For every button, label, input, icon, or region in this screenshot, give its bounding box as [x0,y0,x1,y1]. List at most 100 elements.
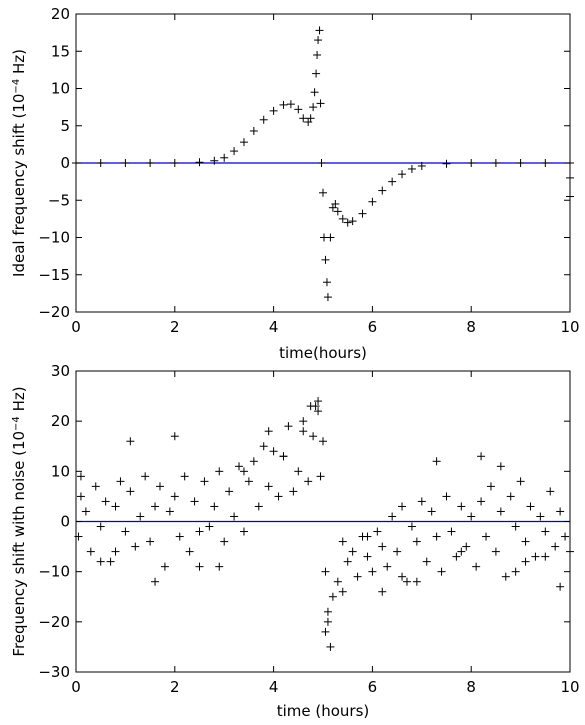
top-data-point [96,159,105,167]
bottom-data-point [294,467,303,476]
top-data-point [358,209,367,218]
bottom-data-point [467,512,476,521]
top-data-point [294,105,303,114]
bottom-data-point [121,527,130,536]
bottom-data-point [76,472,85,481]
bottom-data-point [141,472,150,481]
top-x-axis-label: time(hours) [279,344,367,362]
bottom-data-point [511,567,520,576]
bottom-data-point [526,502,535,511]
bottom-data-point [269,447,278,456]
bottom-data-point [417,497,426,506]
bottom-x-tick-label: 8 [466,678,476,696]
bottom-data-point [151,502,160,511]
bottom-data-point [412,537,421,546]
bottom-data-point [215,562,224,571]
bottom-data-point [457,547,466,556]
bottom-data-point [106,557,115,566]
bottom-data-point [556,582,565,591]
top-data-point [286,100,295,109]
bottom-data-point [180,472,189,481]
bottom-data-point [126,437,135,446]
bottom-data-point [338,587,347,596]
bottom-data-point [111,502,120,511]
bottom-data-point [225,487,234,496]
bottom-data-point [190,497,199,506]
bottom-data-point [151,577,160,586]
bottom-data-point [368,567,377,576]
bottom-y-axis-label: Frequency shift with noise (10−4 Hz) [10,386,28,656]
top-data-point [299,114,308,123]
top-data-point [259,115,268,124]
top-data-point [121,159,130,167]
bottom-data-point [175,532,184,541]
bottom-data-point [314,407,323,416]
bottom-data-point [309,432,318,441]
bottom-data-point [422,557,431,566]
bottom-data-point [482,532,491,541]
bottom-data-point [316,472,325,481]
bottom-data-point [239,527,248,536]
bottom-data-point [402,577,411,586]
top-data-point [516,159,525,167]
bottom-data-point [289,487,298,496]
bottom-data-point [239,467,248,476]
bottom-data-point [304,477,313,486]
top-data-point [306,114,315,123]
top-data-point [326,233,335,242]
top-x-tick-label: 4 [269,318,279,336]
top-x-tick-label: 8 [466,318,476,336]
bottom-data-point [477,497,486,506]
bottom-data-point [254,502,263,511]
top-data-point [313,50,322,59]
bottom-data-point [506,492,515,501]
top-data-point [348,217,357,226]
bottom-data-point [462,542,471,551]
bottom-data-point [561,532,570,541]
bottom-data-point [326,642,335,651]
top-data-point [310,88,319,97]
bottom-data-point [230,512,239,521]
bottom-data-point [170,432,179,441]
bottom-y-tick-label: 0 [60,513,70,531]
bottom-data-point [378,542,387,551]
top-data-point [398,170,407,179]
top-data-point [315,26,324,35]
bottom-data-point [76,492,85,501]
bottom-data-point [200,477,209,486]
bottom-data-point [264,482,273,491]
top-data-point [239,138,248,147]
top-x-tick-label: 0 [71,318,81,336]
bottom-data-point [343,557,352,566]
top-data-point [319,188,327,197]
top-data-point [491,159,500,167]
bottom-data-point [383,562,392,571]
bottom-data-point [373,527,382,536]
top-data-point [170,159,179,167]
top-y-tick-label: 10 [51,80,70,98]
top-series-markers [72,26,574,302]
bottom-data-point [491,547,500,556]
bottom-data-point [131,542,140,551]
bottom-data-point [146,537,155,546]
bottom-data-point [388,512,397,521]
bottom-data-point [407,522,416,531]
bottom-data-point [501,572,510,581]
top-data-point [388,177,397,186]
top-x-tick-label: 2 [170,318,180,336]
bottom-series-markers [74,397,574,651]
bottom-data-point [235,462,244,471]
bottom-data-point [353,572,362,581]
bottom-data-point [486,482,495,491]
bottom-data-point [551,542,560,551]
bottom-data-point [338,537,347,546]
bottom-data-point [333,577,342,586]
bottom-data-point [398,502,407,511]
bottom-data-point [299,427,308,436]
top-data-point [323,293,332,302]
bottom-data-point [546,487,555,496]
bottom-data-point [531,552,540,561]
top-data-point [322,278,331,287]
bottom-data-point [432,457,441,466]
